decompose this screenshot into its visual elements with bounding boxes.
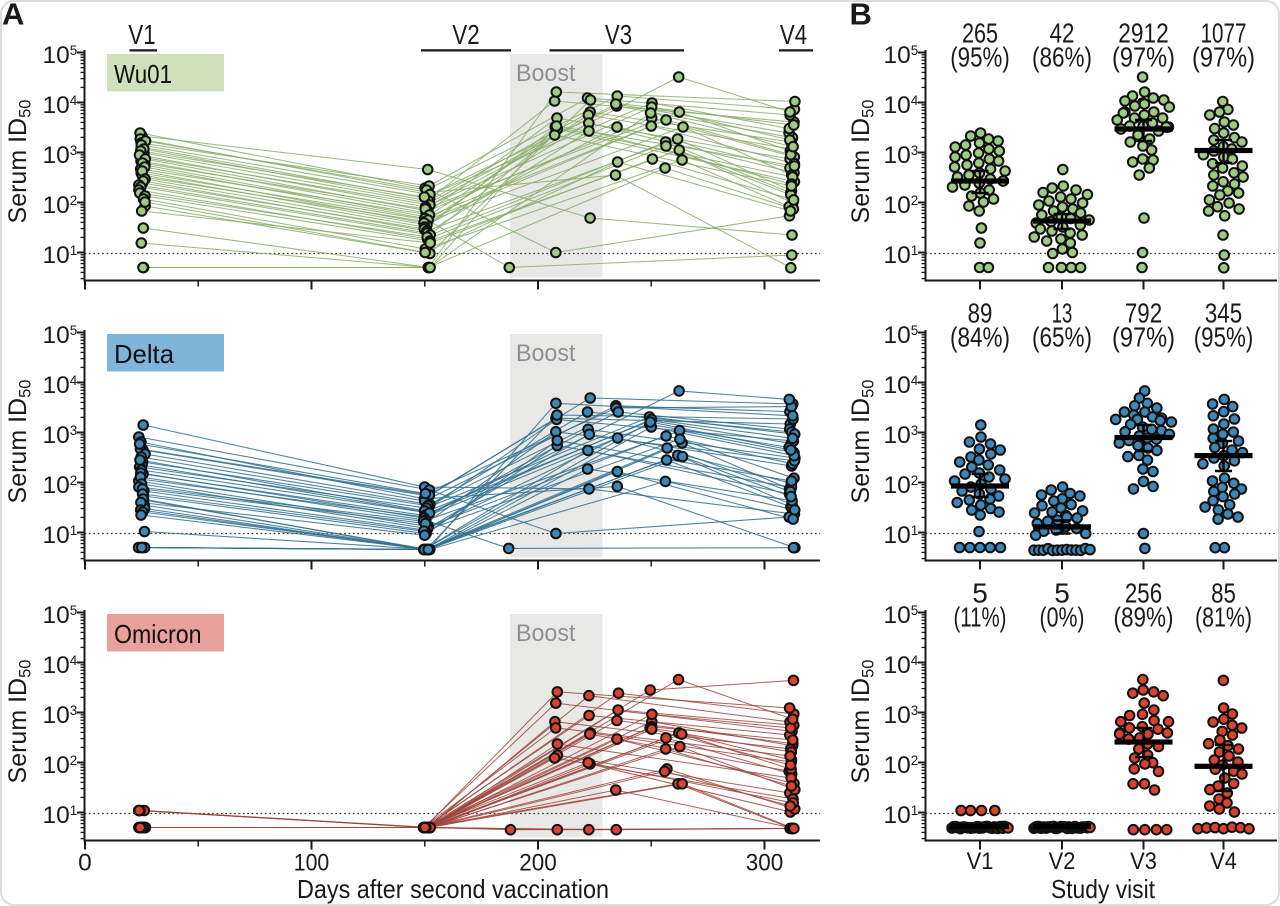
- svg-text:(65%): (65%): [1032, 321, 1092, 352]
- svg-text:V3: V3: [605, 19, 632, 50]
- svg-text:0: 0: [78, 850, 92, 877]
- svg-text:A: A: [2, 0, 24, 32]
- svg-text:1077: 1077: [1201, 18, 1247, 49]
- svg-text:(89%): (89%): [1114, 601, 1174, 632]
- svg-text:Boost: Boost: [516, 340, 576, 367]
- svg-text:(97%): (97%): [1112, 321, 1175, 352]
- svg-text:Delta: Delta: [114, 339, 175, 369]
- svg-text:(0%): (0%): [1040, 601, 1085, 632]
- svg-text:42: 42: [1050, 18, 1075, 49]
- svg-text:(86%): (86%): [1032, 41, 1092, 72]
- svg-text:V1: V1: [128, 19, 155, 50]
- svg-text:102: 102: [43, 192, 78, 219]
- svg-text:(84%): (84%): [950, 321, 1010, 352]
- svg-text:Wu01: Wu01: [114, 59, 172, 89]
- svg-text:300: 300: [746, 850, 784, 877]
- svg-text:105: 105: [43, 602, 78, 629]
- svg-text:V4: V4: [1210, 848, 1237, 875]
- svg-text:(95%): (95%): [950, 41, 1010, 72]
- svg-text:Serum ID50: Serum ID50: [4, 660, 35, 784]
- svg-text:Omicron: Omicron: [114, 619, 202, 649]
- svg-text:200: 200: [519, 850, 557, 877]
- svg-text:V2: V2: [1049, 848, 1076, 875]
- svg-text:104: 104: [884, 652, 919, 679]
- svg-text:Boost: Boost: [516, 60, 576, 87]
- svg-text:Study visit: Study visit: [1051, 874, 1156, 904]
- svg-text:Serum ID50: Serum ID50: [847, 660, 878, 784]
- svg-text:(81%): (81%): [1195, 601, 1252, 632]
- svg-text:104: 104: [43, 652, 78, 679]
- svg-text:B: B: [850, 0, 872, 32]
- svg-text:V1: V1: [967, 848, 994, 875]
- svg-text:265: 265: [962, 18, 998, 49]
- svg-text:85: 85: [1211, 578, 1236, 609]
- svg-text:V3: V3: [1130, 848, 1157, 875]
- svg-text:Serum ID50: Serum ID50: [847, 100, 878, 224]
- svg-text:792: 792: [1125, 298, 1162, 329]
- svg-text:Serum ID50: Serum ID50: [4, 100, 35, 224]
- svg-text:13: 13: [1052, 298, 1073, 329]
- svg-text:Serum ID50: Serum ID50: [847, 380, 878, 504]
- svg-text:(95%): (95%): [1194, 321, 1254, 352]
- svg-text:(97%): (97%): [1112, 41, 1175, 72]
- svg-text:100: 100: [294, 850, 330, 877]
- svg-text:Boost: Boost: [516, 620, 576, 647]
- svg-text:Days after second vaccination: Days after second vaccination: [297, 874, 609, 904]
- svg-text:256: 256: [1125, 578, 1162, 609]
- svg-text:(97%): (97%): [1192, 41, 1255, 72]
- svg-text:5: 5: [1054, 578, 1070, 609]
- svg-text:345: 345: [1205, 298, 1242, 329]
- svg-text:Serum ID50: Serum ID50: [4, 380, 35, 504]
- svg-text:5: 5: [972, 578, 988, 609]
- svg-text:(11%): (11%): [954, 601, 1007, 632]
- svg-text:89: 89: [968, 298, 993, 329]
- svg-text:V2: V2: [452, 19, 479, 50]
- svg-text:V4: V4: [780, 19, 807, 50]
- svg-text:2912: 2912: [1118, 18, 1168, 49]
- svg-text:104: 104: [884, 92, 919, 119]
